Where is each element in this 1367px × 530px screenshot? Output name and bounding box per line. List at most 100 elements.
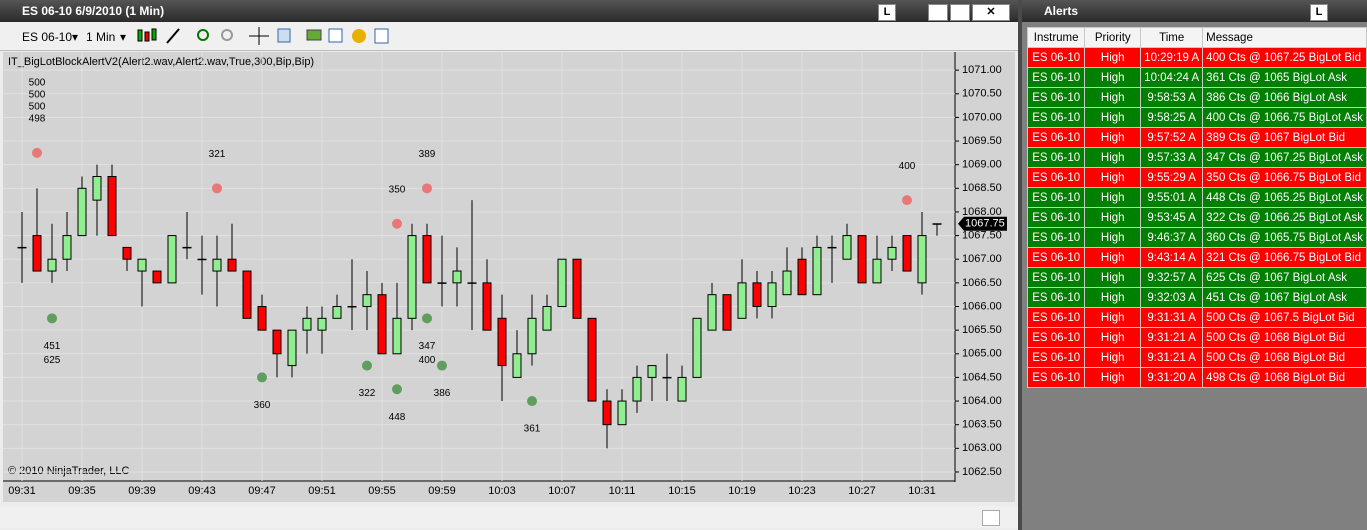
- alert-row: ES 06-10 High 9:32:03 A 451 Cts @ 1067 BigL…: [1026, 287, 1367, 308]
- y-tick-label: 1064.00: [962, 395, 1002, 407]
- price-axis: [955, 52, 1015, 482]
- candle-body: [242, 270, 252, 319]
- alert-marker: [527, 396, 537, 407]
- x-tick-label: 10:27: [848, 485, 876, 497]
- alert-row: ES 06-10 High 9:32:57 A 625 Cts @ 1067 BigL…: [1026, 267, 1367, 288]
- y-tick-label: 1069.00: [962, 159, 1002, 171]
- candle-body: [332, 306, 342, 319]
- alert-marker-label: 321: [209, 149, 226, 160]
- scroll-thumb[interactable]: [982, 510, 1000, 526]
- candle-body: [752, 282, 762, 308]
- alert-cell: High: [1084, 187, 1142, 208]
- alert-cell: 361 Cts @ 1065 BigLot Ask: [1202, 67, 1367, 88]
- candle-body: [707, 294, 717, 331]
- candle-body: [677, 376, 687, 402]
- alert-cell: 500 Cts @ 1067.5 BigLot Bid: [1202, 307, 1367, 328]
- candle-body: [212, 258, 222, 272]
- y-tick-label: 1065.50: [962, 324, 1002, 336]
- x-tick-label: 09:35: [68, 485, 96, 497]
- candle-body: [587, 317, 597, 402]
- candle-body: [122, 246, 132, 260]
- instrument-selector[interactable]: ES 06-10: [22, 30, 73, 44]
- alert-cell: High: [1084, 107, 1142, 128]
- alert-cell: ES 06-10: [1026, 307, 1086, 328]
- candle-body: [557, 258, 567, 308]
- alert-marker-label: 360: [254, 400, 271, 411]
- candle-body: [887, 246, 897, 260]
- candle-body: [272, 329, 282, 355]
- alert-cell: 321 Cts @ 1066.75 BigLot Bid: [1202, 247, 1367, 268]
- alert-cell: 9:32:03 A: [1140, 287, 1204, 308]
- alert-cell: 10:29:19 A: [1140, 47, 1204, 68]
- y-tick-label: 1071.00: [962, 64, 1002, 76]
- alert-row: ES 06-10 High 9:58:25 A 400 Cts @ 1066.75 B…: [1026, 107, 1367, 128]
- time-axis: [3, 482, 1015, 502]
- candle-body: [722, 294, 732, 331]
- x-tick-label: 10:03: [488, 485, 516, 497]
- candle-body: [437, 282, 447, 284]
- alert-cell: 9:31:20 A: [1140, 367, 1204, 388]
- y-tick-label: 1066.00: [962, 300, 1002, 312]
- alert-marker: [32, 147, 42, 158]
- alerts-lock-button[interactable]: L: [1310, 4, 1328, 21]
- alert-row: ES 06-10 High 9:57:52 A 389 Cts @ 1067 BigL…: [1026, 127, 1367, 148]
- alert-cell: High: [1084, 307, 1142, 328]
- candle-body: [737, 282, 747, 319]
- alert-cell: 9:46:37 A: [1140, 227, 1204, 248]
- alert-cell: 400 Cts @ 1067.25 BigLot Bid: [1202, 47, 1367, 68]
- y-tick-label: 1068.50: [962, 182, 1002, 194]
- chart-window-title-bar: ES 06-10 6/9/2010 (1 Min) L ✕: [0, 0, 1018, 22]
- alert-cell: 9:58:53 A: [1140, 87, 1204, 108]
- alert-marker: [212, 183, 222, 194]
- alert-cell: ES 06-10: [1026, 187, 1086, 208]
- alert-marker-label: 322: [359, 388, 376, 399]
- alert-marker: [392, 218, 402, 229]
- candle-body: [482, 282, 492, 331]
- alert-marker-label: 400: [899, 161, 916, 172]
- candle-body: [167, 235, 177, 284]
- alert-marker-label: 625: [44, 355, 61, 366]
- alert-cell: High: [1084, 347, 1142, 368]
- alert-marker-label: 500: [29, 77, 46, 88]
- alert-cell: 9:32:57 A: [1140, 267, 1204, 288]
- minimize-button[interactable]: [928, 4, 948, 21]
- candle-body: [32, 235, 42, 272]
- alert-row: ES 06-10 High 9:55:01 A 448 Cts @ 1065.25 B…: [1026, 187, 1367, 208]
- alert-cell: 9:57:52 A: [1140, 127, 1204, 148]
- candle-body: [287, 329, 297, 367]
- indicator-label: IT_BigLotBlockAlertV2(Alert2.wav,Alert2.…: [8, 56, 314, 68]
- alert-marker-label: 498: [29, 113, 46, 124]
- x-tick-label: 10:15: [668, 485, 696, 497]
- candle-body: [317, 317, 327, 331]
- candle-body: [107, 175, 117, 237]
- alert-cell: ES 06-10: [1026, 367, 1086, 388]
- alert-row: ES 06-10 High 9:43:14 A 321 Cts @ 1066.75 B…: [1026, 247, 1367, 268]
- column-header: Time: [1140, 27, 1204, 48]
- alert-marker: [422, 313, 432, 324]
- candle-body: [47, 258, 57, 272]
- column-header: Message: [1202, 27, 1367, 48]
- toolbar: ES 06-10 ▾ 1 Min ▾: [0, 22, 1018, 51]
- alert-row: ES 06-10 High 9:53:45 A 322 Cts @ 1066.25 B…: [1026, 207, 1367, 228]
- close-button[interactable]: ✕: [972, 4, 1010, 21]
- alert-cell: 10:04:24 A: [1140, 67, 1204, 88]
- y-tick-label: 1070.00: [962, 111, 1002, 123]
- scrollbar[interactable]: [0, 506, 1018, 528]
- candle-body: [467, 282, 477, 284]
- toolbar-icons[interactable]: [135, 26, 395, 46]
- interval-selector[interactable]: 1 Min: [86, 30, 116, 44]
- maximize-button[interactable]: [950, 4, 970, 21]
- alert-cell: High: [1084, 127, 1142, 148]
- alert-cell: 9:58:25 A: [1140, 107, 1204, 128]
- lock-button[interactable]: L: [878, 4, 896, 21]
- x-tick-label: 09:47: [248, 485, 276, 497]
- x-tick-label: 09:39: [128, 485, 156, 497]
- alert-row: ES 06-10 High 9:58:53 A 386 Cts @ 1066 BigL…: [1026, 87, 1367, 108]
- alert-cell: 625 Cts @ 1067 BigLot Ask: [1202, 267, 1367, 288]
- candle-body: [392, 317, 402, 355]
- y-tick-label: 1070.50: [962, 88, 1002, 100]
- alert-cell: High: [1084, 147, 1142, 168]
- alert-marker-label: 451: [44, 341, 61, 352]
- candle-body: [542, 306, 552, 331]
- x-tick-label: 09:43: [188, 485, 216, 497]
